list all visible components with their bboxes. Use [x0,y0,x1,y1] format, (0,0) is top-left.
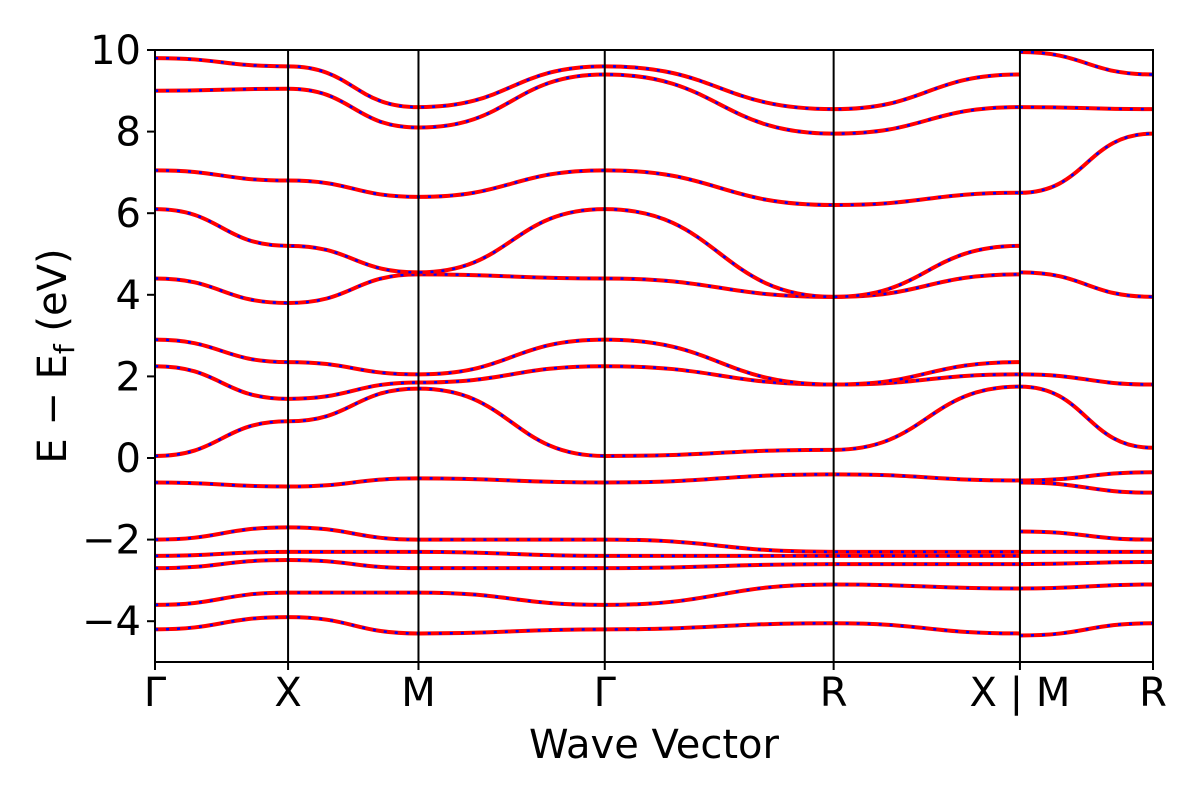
x-tick-label-0: Γ [144,670,167,716]
band-line-dotted-6 [154,385,1020,458]
band-line-11 [154,168,1020,208]
y-tick-label-1: −2 [82,518,141,564]
y-tick-label-6: 8 [116,110,141,156]
band-line-10 [154,207,1020,299]
band-line-dotted-16 [1019,560,1154,566]
band-line-dotted-1 [154,583,1020,607]
kpoint-divider-lines [287,50,1021,662]
band-line-dotted-26 [1019,50,1154,76]
band-line-5 [154,472,1020,489]
y-axis-ticks: −4 −2 0 2 4 6 8 10 [82,28,155,645]
y-axis-label-unit [30,332,76,345]
y-axis-label: E − Ef (eV) [30,248,81,463]
band-line-dotted-20 [1019,481,1154,494]
band-lines [154,50,1154,638]
x-tick-label-4: R [820,670,848,716]
y-tick-label-7: 10 [90,28,141,74]
band-line-dotted-11 [154,169,1020,207]
band-line-24 [1019,131,1154,195]
band-line-dotted-4 [154,526,1020,554]
band-line-8 [154,337,1020,387]
band-line-dotted-8 [154,338,1020,386]
x-tick-label-5: X | M [970,670,1071,716]
band-line-21 [1019,384,1154,450]
band-line-dotted-19 [1019,471,1154,482]
band-line-dotted-22 [1019,373,1154,386]
band-line-dotted-18 [1019,530,1154,541]
y-tick-label-4: 4 [116,273,141,319]
band-line-dotted-25 [1019,105,1154,111]
x-tick-label-2: M [401,670,436,716]
y-tick-label-5: 6 [116,191,141,237]
band-line-dotted-14 [1019,621,1154,637]
x-axis-label: Wave Vector [529,722,780,768]
band-line-2 [154,557,1020,571]
band-line-dotted-10 [154,207,1020,299]
y-tick-label-2: 0 [116,436,141,482]
band-line-13 [154,56,1020,112]
x-axis-ticks: Γ X M Γ R X | M R [144,662,1167,716]
band-line-dotted-9 [154,273,1020,305]
y-tick-label-0: −4 [82,599,141,645]
x-tick-label-6: R [1139,670,1167,716]
band-line-1 [154,582,1020,607]
plot-frame [154,49,1154,663]
band-line-dotted-15 [1019,583,1154,590]
band-line-dotted-0 [154,615,1020,635]
x-tick-label-1: X [274,670,301,716]
y-tick-label-3: 2 [116,354,141,400]
y-axis-label-unit-text: (eV) [30,248,76,331]
band-line-4 [154,525,1020,554]
y-axis-label-main: E − E [30,354,76,464]
x-tick-label-3: Γ [594,670,617,716]
y-axis-label-subscript: f [48,343,81,354]
band-line-dotted-7 [154,364,1020,401]
band-line-dotted-23 [1019,271,1154,299]
